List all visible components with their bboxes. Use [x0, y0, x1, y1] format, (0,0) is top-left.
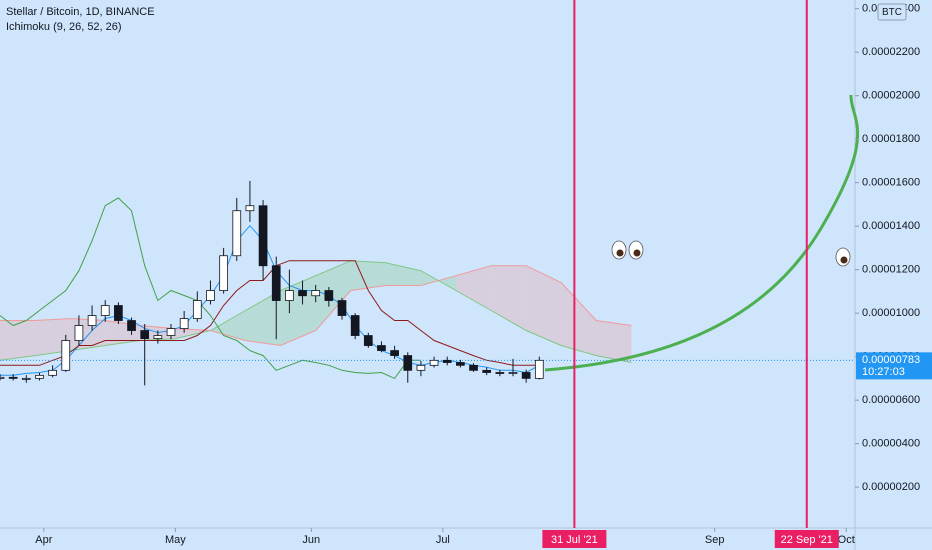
y-tick-label: 0.00002000 — [862, 90, 920, 102]
x-tick-label: Sep — [705, 534, 725, 546]
candle-body — [324, 290, 334, 301]
candle-body — [100, 305, 110, 316]
candle-body — [87, 315, 97, 326]
candle-body — [508, 372, 518, 374]
candle-body — [456, 362, 465, 366]
y-tick-label: 0.00000400 — [862, 438, 920, 450]
y-tick-label: 0.00000600 — [862, 394, 920, 406]
y-tick-label: 0.00001000 — [862, 307, 920, 319]
candle-body — [245, 205, 255, 212]
date-marker-badge — [542, 530, 607, 548]
candle-body — [206, 290, 215, 301]
last-price-label: 0.00000783 — [862, 354, 920, 366]
candle-body — [219, 255, 228, 291]
candle-body — [258, 205, 268, 267]
candle-body — [153, 335, 163, 339]
candle-body — [61, 340, 71, 371]
currency-badge[interactable] — [877, 3, 907, 21]
candle-body — [114, 305, 123, 321]
candle-body — [403, 355, 413, 371]
projection-curve — [544, 94, 860, 372]
candle-body — [337, 300, 347, 316]
x-tick-label: Apr — [35, 534, 52, 546]
currency-label: BTC — [882, 7, 902, 18]
x-tick-label: Jul — [436, 534, 450, 546]
candle-body — [311, 290, 321, 297]
cloud-fill — [0, 320, 36, 361]
candle-body — [8, 376, 18, 379]
last-price-badge — [856, 352, 932, 380]
candle-body — [271, 265, 281, 301]
candle-body — [192, 300, 202, 319]
candle-body — [35, 374, 44, 379]
cloud-fill — [315, 260, 351, 331]
candle-body — [363, 335, 373, 346]
date-marker-label: 22 Sep '21 — [781, 534, 833, 546]
indicator-line — [0, 197, 421, 380]
countdown-label: 10:27:03 — [862, 366, 905, 378]
candle-body — [298, 290, 307, 297]
candle-body — [179, 318, 189, 329]
candle-body — [495, 372, 505, 374]
candle-body — [0, 376, 5, 379]
cloud-fill — [456, 265, 492, 311]
candle-body — [285, 290, 294, 301]
date-marker-label: 31 Jul '21 — [551, 534, 598, 546]
candle-body — [521, 372, 531, 379]
indicator-line — [0, 260, 540, 366]
candle-body — [140, 330, 150, 339]
cloud-fill — [526, 265, 562, 346]
y-tick-label: 0.00002200 — [862, 46, 920, 58]
candle-body — [350, 315, 360, 336]
cloud-fill — [491, 265, 527, 331]
x-tick-label: Jun — [302, 534, 320, 546]
cloud-fill — [350, 260, 386, 291]
cloud-lead-a — [0, 260, 632, 363]
cloud-fill — [385, 262, 421, 286]
candle-body — [127, 320, 136, 331]
candle-body — [469, 364, 478, 371]
y-tick-label: 0.00001600 — [862, 177, 920, 189]
x-tick-label: May — [165, 534, 186, 546]
candle-body — [482, 369, 492, 373]
candle-body — [390, 350, 399, 356]
indicator-label: Ichimoku (9, 26, 52, 26) — [6, 21, 122, 33]
cloud-fill — [245, 290, 281, 346]
candle-body — [48, 369, 57, 376]
date-marker-badge — [774, 530, 839, 548]
y-tick-label: 0.00001400 — [862, 220, 920, 232]
candle-body — [232, 210, 242, 257]
y-tick-label: 0.00001200 — [862, 264, 920, 276]
cloud-fill — [35, 318, 71, 356]
x-tick-label: Oct — [838, 534, 855, 546]
candle-body — [377, 345, 386, 351]
plot-area — [0, 180, 855, 386]
eyes-emoji — [611, 240, 851, 267]
y-tick-label: 0.00001800 — [862, 133, 920, 145]
candle-body — [429, 359, 439, 366]
candle-body — [416, 364, 426, 371]
chart-title: Stellar / Bitcoin, 1D, BINANCE — [6, 6, 155, 18]
y-tick-label: 0.00000200 — [862, 481, 920, 493]
candle-body — [166, 328, 176, 336]
candle-body — [442, 359, 452, 363]
cloud-fill — [596, 320, 632, 363]
candle-body — [74, 325, 84, 341]
candle-body — [534, 359, 544, 379]
candle-body — [21, 377, 31, 380]
cloud-fill — [561, 282, 597, 356]
